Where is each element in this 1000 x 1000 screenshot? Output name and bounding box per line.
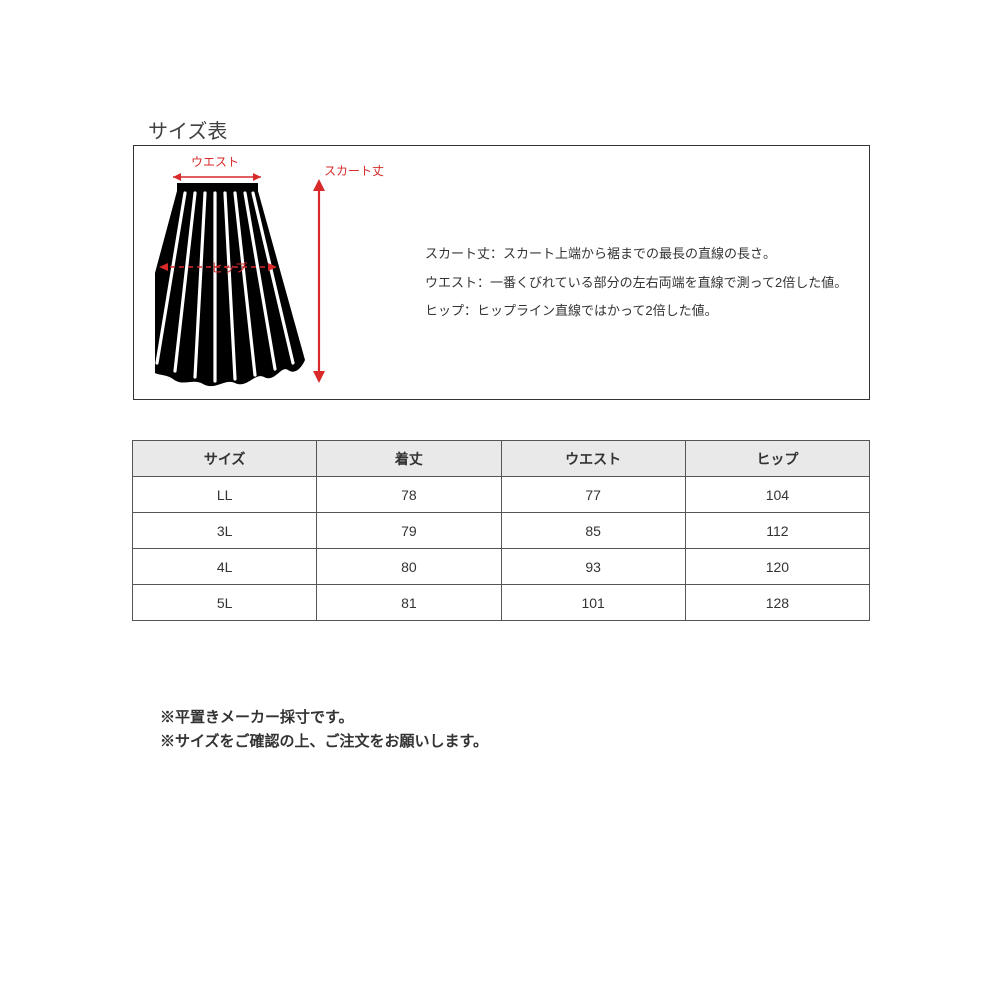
- table-header: サイズ: [133, 441, 317, 477]
- table-header: ヒップ: [685, 441, 869, 477]
- table-cell: 4L: [133, 549, 317, 585]
- table-cell: 85: [501, 513, 685, 549]
- table-cell: 128: [685, 585, 869, 621]
- table-cell: 112: [685, 513, 869, 549]
- table-cell: 77: [501, 477, 685, 513]
- note-line: ※サイズをご確認の上、ご注文をお願いします。: [160, 730, 488, 754]
- table-row: 3L 79 85 112: [133, 513, 870, 549]
- skirt-svg: [155, 155, 385, 395]
- page: サイズ表: [0, 0, 1000, 1000]
- table-cell: 78: [317, 477, 501, 513]
- table-cell: 81: [317, 585, 501, 621]
- desc-line: ヒップ：ヒップライン直線ではかって2倍した値。: [425, 297, 855, 326]
- notes: ※平置きメーカー採寸です。 ※サイズをご確認の上、ご注文をお願いします。: [160, 706, 488, 754]
- note-line: ※平置きメーカー採寸です。: [160, 706, 488, 730]
- page-title: サイズ表: [148, 115, 227, 144]
- diagram-label-length: スカート丈: [324, 162, 384, 179]
- desc-line: ウエスト：一番くびれている部分の左右両端を直線で測って2倍した値。: [425, 269, 855, 298]
- table-cell: LL: [133, 477, 317, 513]
- table-header-row: サイズ 着丈 ウエスト ヒップ: [133, 441, 870, 477]
- table-cell: 3L: [133, 513, 317, 549]
- diagram-label-waist: ウエスト: [191, 153, 239, 170]
- table-header: ウエスト: [501, 441, 685, 477]
- table-cell: 79: [317, 513, 501, 549]
- table-cell: 80: [317, 549, 501, 585]
- table-cell: 93: [501, 549, 685, 585]
- table-row: 5L 81 101 128: [133, 585, 870, 621]
- skirt-diagram: [155, 155, 385, 395]
- table-cell: 101: [501, 585, 685, 621]
- diagram-label-hip: ヒップ: [211, 259, 247, 276]
- table-row: 4L 80 93 120: [133, 549, 870, 585]
- table-cell: 120: [685, 549, 869, 585]
- table-cell: 5L: [133, 585, 317, 621]
- diagram-descriptions: スカート丈：スカート上端から裾までの最長の直線の長さ。 ウエスト：一番くびれてい…: [425, 240, 855, 326]
- size-table: サイズ 着丈 ウエスト ヒップ LL 78 77 104 3L 79 85 11…: [132, 440, 870, 621]
- desc-line: スカート丈：スカート上端から裾までの最長の直線の長さ。: [425, 240, 855, 269]
- table-header: 着丈: [317, 441, 501, 477]
- table-row: LL 78 77 104: [133, 477, 870, 513]
- table-cell: 104: [685, 477, 869, 513]
